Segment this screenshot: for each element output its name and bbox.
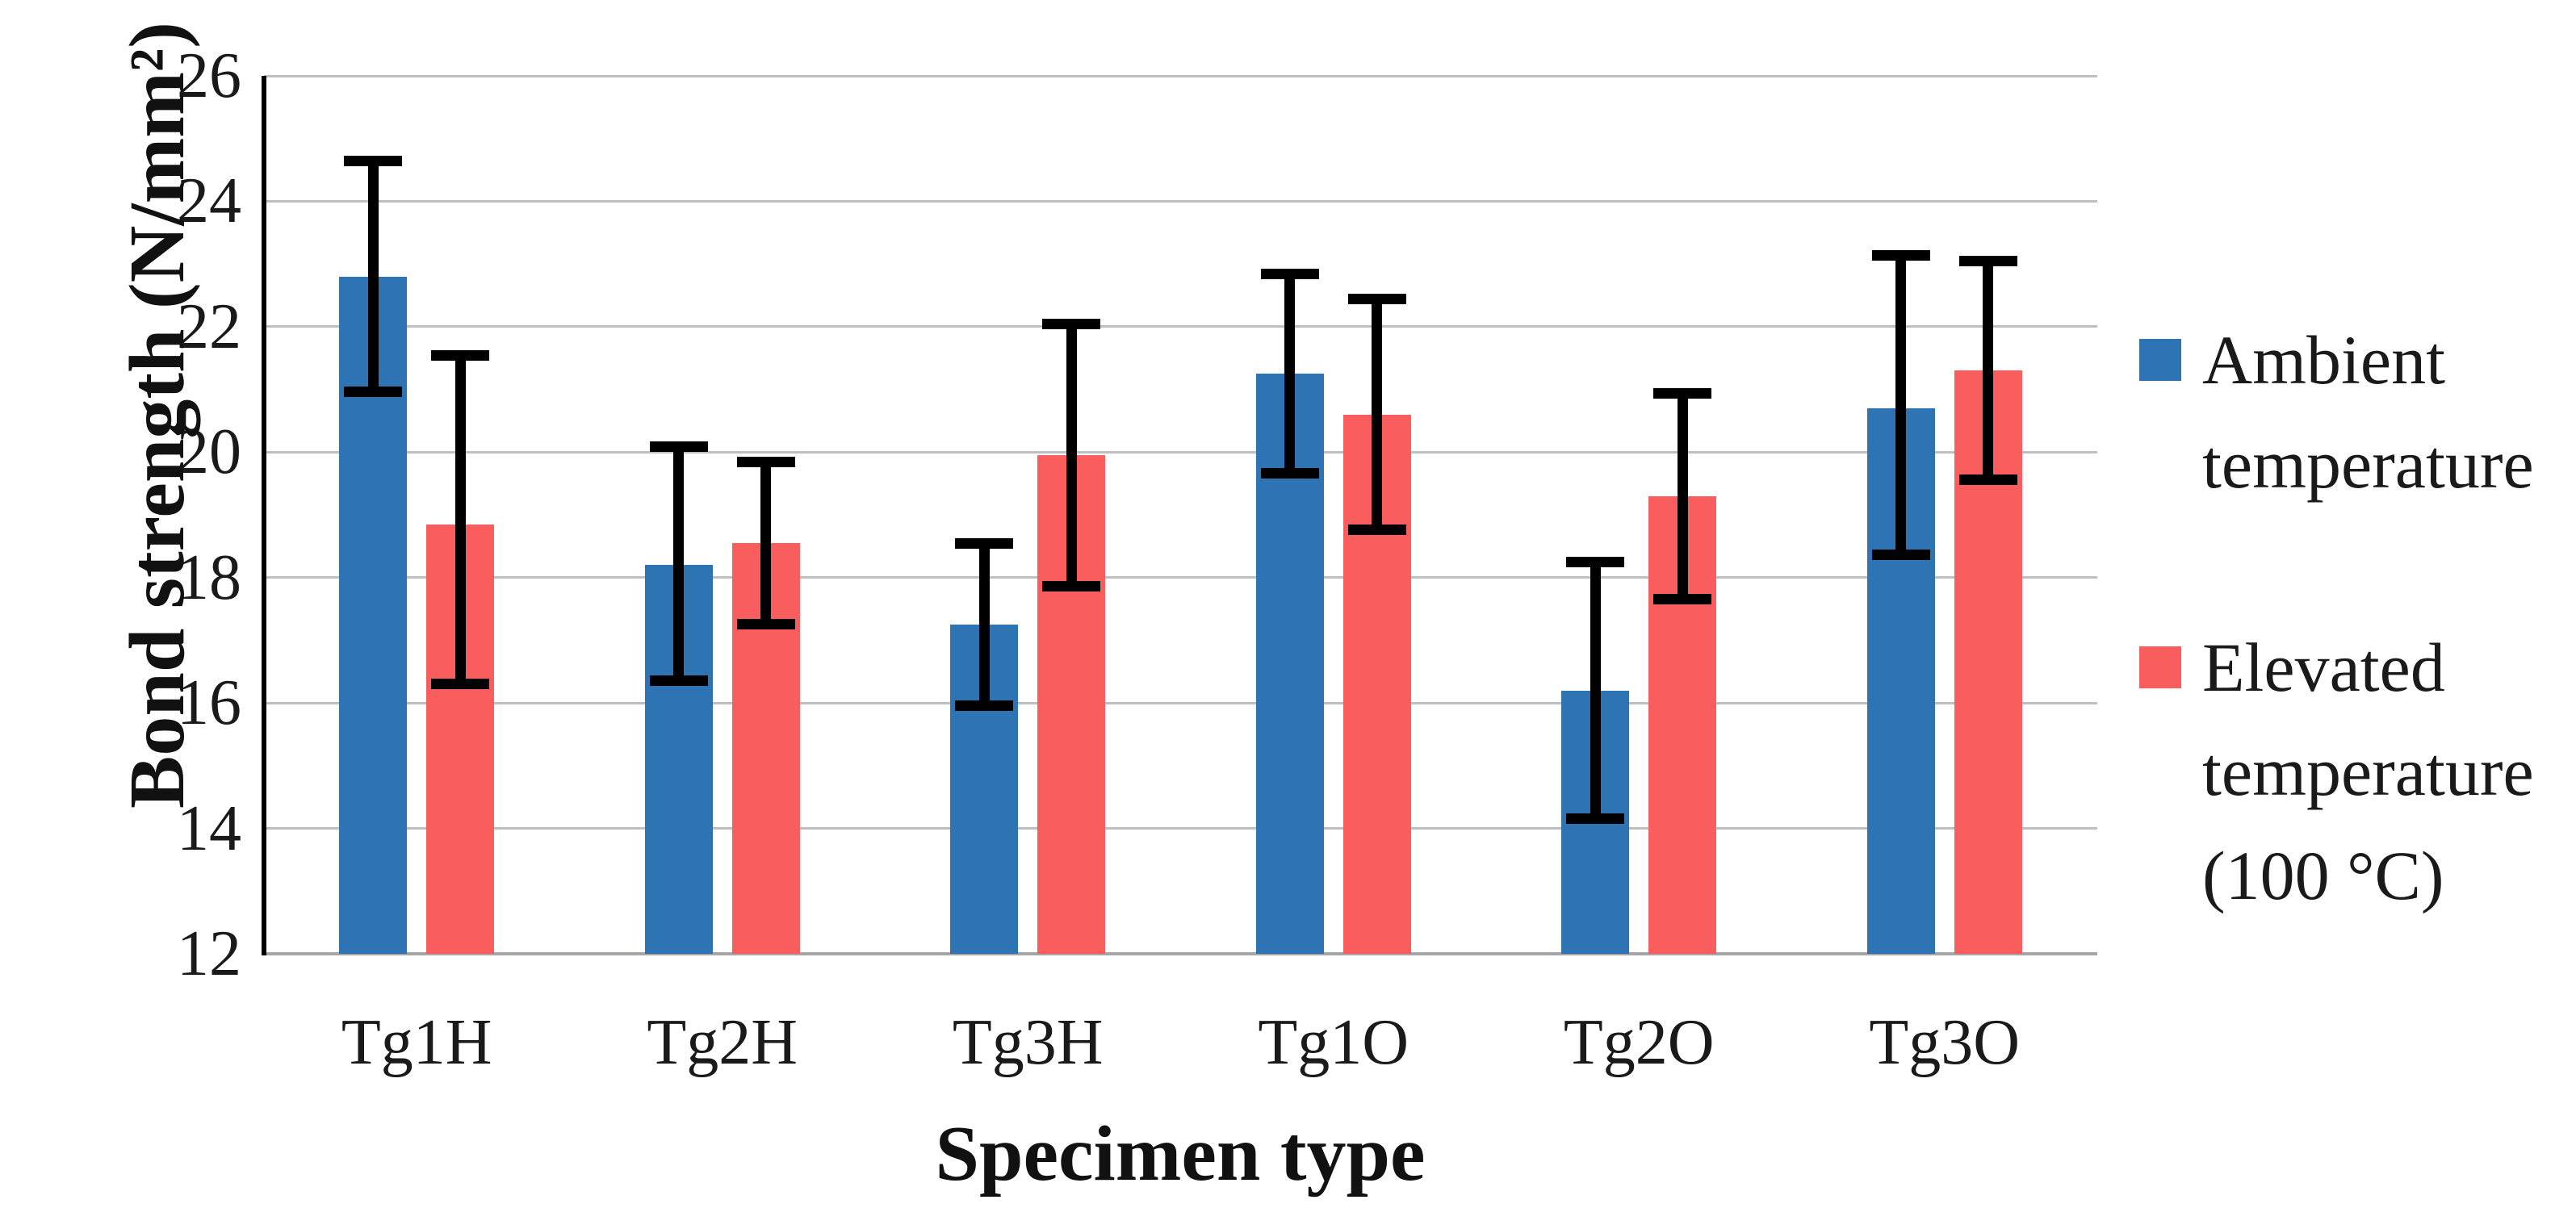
error-cap-top-elevated-Tg2O xyxy=(1653,387,1712,399)
error-cap-top-elevated-Tg3O xyxy=(1958,256,2017,267)
error-cap-bottom-elevated-Tg3O xyxy=(1958,474,2017,486)
error-bar-ambient-Tg1O xyxy=(1284,270,1296,478)
legend-label-elevated: Elevated temperature (100 °C) xyxy=(2202,629,2534,914)
gridline-y16 xyxy=(264,701,2097,704)
error-cap-bottom-ambient-Tg3H xyxy=(955,700,1014,711)
y-tick-label-20: 20 xyxy=(177,416,241,488)
error-cap-bottom-elevated-Tg3H xyxy=(1042,581,1101,592)
error-bar-elevated-Tg1O xyxy=(1372,295,1383,534)
error-cap-top-ambient-Tg2O xyxy=(1566,557,1625,568)
error-bar-ambient-Tg1H xyxy=(367,157,379,396)
y-tick-label-12: 12 xyxy=(177,918,241,989)
error-cap-bottom-ambient-Tg3O xyxy=(1871,550,1930,561)
gridline-y14 xyxy=(264,827,2097,830)
gridline-y20 xyxy=(264,450,2097,454)
gridline-y22 xyxy=(264,325,2097,328)
error-bar-elevated-Tg3O xyxy=(1983,257,1994,484)
gridline-y18 xyxy=(264,576,2097,579)
error-cap-top-elevated-Tg3H xyxy=(1042,319,1101,330)
legend-item-ambient: Ambient temperature xyxy=(2139,308,2534,516)
y-axis-line xyxy=(262,76,266,955)
error-cap-top-elevated-Tg1H xyxy=(431,349,490,361)
error-cap-top-ambient-Tg1O xyxy=(1260,268,1319,279)
x-tick-label-Tg2H: Tg2H xyxy=(647,1007,798,1078)
y-tick-label-22: 22 xyxy=(177,291,241,362)
error-bar-elevated-Tg2O xyxy=(1677,389,1688,603)
legend-swatch-elevated xyxy=(2139,646,2181,688)
gridline-y24 xyxy=(264,199,2097,203)
error-bar-elevated-Tg2H xyxy=(760,458,772,628)
error-cap-bottom-elevated-Tg1H xyxy=(431,678,490,689)
x-tick-label-Tg3O: Tg3O xyxy=(1869,1007,2021,1078)
x-tick-label-Tg1O: Tg1O xyxy=(1258,1007,1409,1078)
error-bar-ambient-Tg3H xyxy=(978,540,990,709)
error-cap-bottom-ambient-Tg2O xyxy=(1566,813,1625,824)
legend-swatch-ambient xyxy=(2139,339,2181,381)
error-cap-bottom-elevated-Tg2H xyxy=(736,618,795,629)
error-cap-top-elevated-Tg2H xyxy=(736,457,795,468)
legend-item-elevated: Elevated temperature (100 °C) xyxy=(2139,616,2534,928)
y-tick-label-14: 14 xyxy=(177,792,241,864)
y-tick-label-26: 26 xyxy=(177,40,241,111)
error-bar-elevated-Tg3H xyxy=(1066,320,1077,591)
error-cap-bottom-elevated-Tg1O xyxy=(1347,525,1406,536)
error-cap-top-ambient-Tg1H xyxy=(344,156,403,167)
y-tick-label-24: 24 xyxy=(177,165,241,237)
y-tick-label-16: 16 xyxy=(177,667,241,739)
error-cap-bottom-ambient-Tg2H xyxy=(649,675,708,686)
error-bar-ambient-Tg2H xyxy=(673,442,685,684)
x-tick-label-Tg3H: Tg3H xyxy=(952,1007,1104,1078)
error-cap-top-ambient-Tg3H xyxy=(955,538,1014,550)
x-axis-line xyxy=(264,952,2097,955)
error-bar-elevated-Tg1H xyxy=(454,351,466,688)
error-cap-top-elevated-Tg1O xyxy=(1347,294,1406,304)
legend-label-ambient: Ambient temperature xyxy=(2202,321,2534,503)
y-tick-label-18: 18 xyxy=(177,541,241,613)
error-bar-ambient-Tg3O xyxy=(1895,251,1907,559)
error-cap-top-ambient-Tg3O xyxy=(1871,249,1930,261)
x-tick-label-Tg1H: Tg1H xyxy=(341,1007,492,1078)
x-axis-title: Specimen type xyxy=(935,1110,1426,1198)
y-axis-title: Bond strength (N/mm²) xyxy=(114,22,201,809)
error-cap-bottom-elevated-Tg2O xyxy=(1653,593,1712,604)
error-cap-bottom-ambient-Tg1O xyxy=(1260,468,1319,479)
error-cap-top-ambient-Tg2H xyxy=(649,441,708,452)
error-cap-bottom-ambient-Tg1H xyxy=(344,387,403,398)
gridline-y26 xyxy=(264,74,2097,77)
error-bar-ambient-Tg2O xyxy=(1590,558,1601,822)
x-tick-label-Tg2O: Tg2O xyxy=(1563,1007,1715,1078)
